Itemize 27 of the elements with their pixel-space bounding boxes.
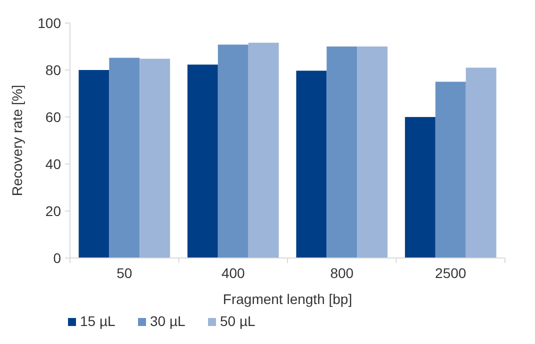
bar (326, 46, 358, 258)
bar (357, 46, 388, 258)
bar (140, 58, 170, 258)
bar (466, 68, 496, 258)
legend-label: 50 µL (220, 313, 256, 329)
bar (187, 64, 218, 258)
bar (296, 70, 327, 258)
y-axis-title: Recovery rate [%] (9, 84, 25, 196)
y-tick-label: 0 (53, 250, 62, 266)
y-tick-label: 40 (45, 156, 62, 172)
y-tick-label: 80 (45, 62, 62, 78)
legend-label: 15 µL (80, 313, 116, 329)
bar (109, 58, 140, 258)
y-tick-label: 100 (38, 14, 62, 31)
bar (404, 117, 436, 258)
legend-label: 30 µL (150, 313, 186, 329)
bar (248, 42, 279, 258)
bar (435, 82, 466, 258)
x-tick-label: 400 (221, 265, 246, 281)
y-tick-label: 60 (45, 108, 62, 125)
bar (78, 70, 110, 258)
x-tick-label: 2500 (435, 265, 466, 281)
x-tick-label: 50 (116, 265, 132, 281)
x-axis-title: Fragment length [bp] (222, 291, 352, 307)
y-tick-label: 20 (45, 202, 62, 219)
bar (218, 44, 248, 258)
x-tick-label: 800 (330, 265, 354, 281)
